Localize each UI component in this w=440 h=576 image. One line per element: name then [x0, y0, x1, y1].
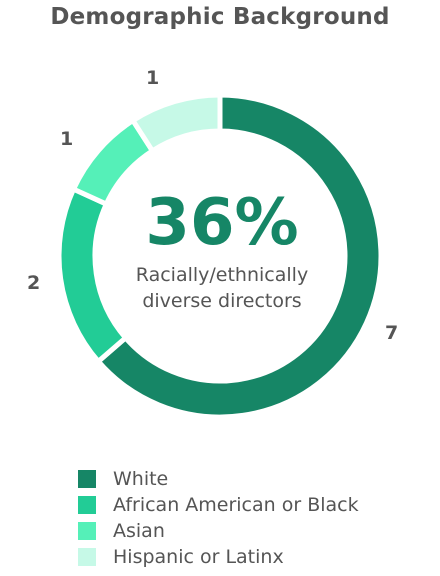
donut-slice-hispanic-or-latinx	[129, 92, 223, 155]
legend-item-hispanic-or-latinx: Hispanic or Latinx	[78, 544, 359, 570]
legend-swatch-hispanic-or-latinx	[78, 548, 96, 566]
slice-value-label-african-american-or-black: 2	[27, 272, 41, 294]
slice-value-label-asian: 1	[60, 128, 74, 150]
center-label-line-1: Racially/ethnically	[135, 264, 309, 286]
chart-title: Demographic Background	[50, 4, 390, 30]
legend-label-white: White	[113, 468, 169, 490]
legend-label-hispanic-or-latinx: Hispanic or Latinx	[113, 546, 284, 568]
slice-value-label-white: 7	[385, 322, 399, 344]
legend-item-asian: Asian	[78, 518, 359, 544]
center-label-line-2: diverse directors	[142, 290, 302, 312]
legend-label-african-american-or-black: African American or Black	[113, 494, 359, 516]
legend-item-white: White	[78, 466, 359, 492]
legend: White African American or Black Asian Hi…	[78, 466, 359, 570]
legend-swatch-white	[78, 470, 96, 488]
center-label: Racially/ethnically diverse directors	[100, 262, 344, 314]
legend-label-asian: Asian	[113, 520, 165, 542]
center-percentage: 36%	[145, 186, 299, 260]
legend-swatch-asian	[78, 522, 96, 540]
donut-slice-white	[94, 92, 384, 420]
slice-value-label-hispanic-or-latinx: 1	[146, 67, 160, 89]
legend-item-african-american-or-black: African American or Black	[78, 492, 359, 518]
legend-swatch-african-american-or-black	[78, 496, 96, 514]
